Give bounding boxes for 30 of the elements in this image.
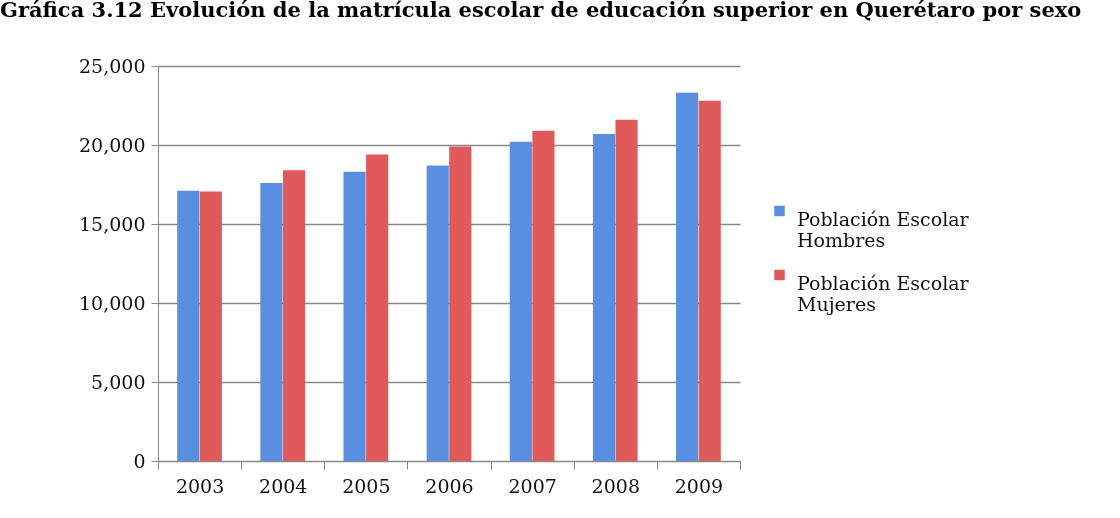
- bar: [615, 119, 638, 461]
- y-tick-label: 25,000: [79, 54, 146, 77]
- y-tick-label: 0: [133, 449, 146, 472]
- y-tick-label: 5,000: [91, 370, 146, 393]
- y-tick-label: 15,000: [79, 212, 146, 235]
- bar: [282, 170, 306, 461]
- bar: [532, 130, 555, 461]
- bar: [592, 133, 616, 461]
- x-tick-label: 2004: [259, 474, 308, 497]
- legend-label: Población Escolar Hombres: [797, 208, 970, 251]
- x-tick-label: 2003: [175, 474, 225, 497]
- x-tick-label: 2009: [674, 474, 724, 497]
- chart-title: Gráfica 3.12 Evolución de la matrícula escolar de educación superior en Querétaro por sexo: [0, 0, 1082, 22]
- bar: [676, 92, 699, 461]
- bar: [260, 182, 283, 461]
- y-tick-label: 10,000: [79, 291, 146, 314]
- bar: [449, 146, 472, 461]
- bar: [177, 190, 200, 461]
- x-tick-label: 2008: [591, 474, 640, 497]
- x-tick-label: 2007: [508, 474, 557, 497]
- bar: [509, 141, 532, 461]
- y-tick-label: 20,000: [79, 133, 146, 156]
- x-tick-label: 2005: [342, 474, 391, 497]
- bar: [366, 154, 389, 461]
- bar: [199, 191, 222, 461]
- bar: [426, 165, 449, 461]
- x-tick-label: 2006: [425, 474, 474, 497]
- bar: [343, 171, 366, 461]
- legend-label: Población Escolar Mujeres: [797, 272, 970, 315]
- bar: [698, 100, 721, 461]
